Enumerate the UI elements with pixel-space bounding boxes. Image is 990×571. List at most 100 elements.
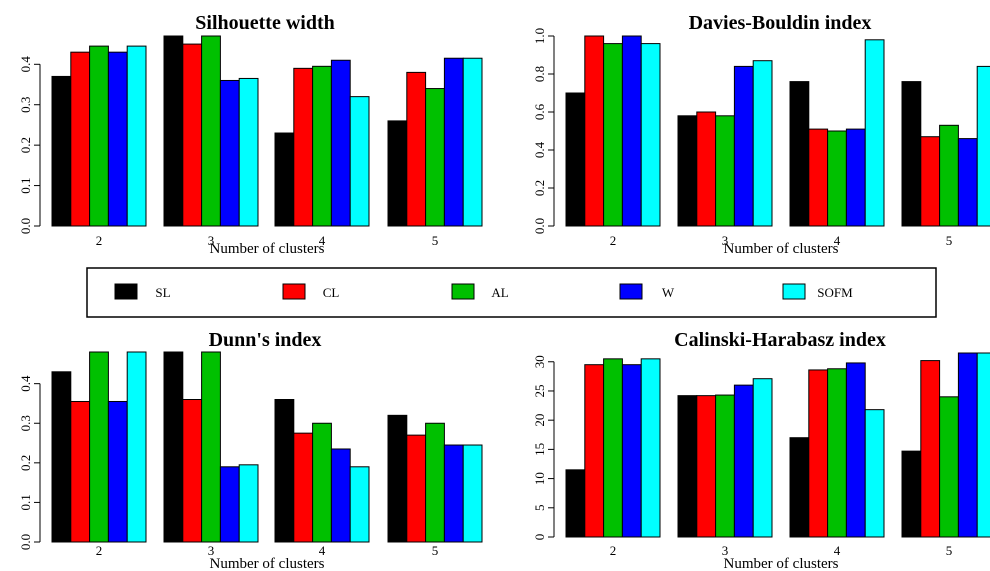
bar-cl-4 — [293, 432, 314, 543]
legend-swatch-cl — [282, 283, 306, 300]
bar-cl-5 — [406, 71, 427, 227]
bar-cl-2 — [70, 51, 91, 227]
bar-sl-2 — [565, 469, 586, 538]
y-tick-label: 5 — [532, 505, 547, 512]
y-tick-label: 25 — [532, 384, 547, 397]
bar-sl-5 — [901, 450, 922, 538]
bar-sofm-4 — [349, 466, 370, 543]
bar-sofm-4 — [864, 39, 885, 227]
x-tick-label: 3 — [722, 233, 729, 248]
bar-al-4 — [827, 368, 847, 538]
bar-al-5 — [939, 396, 959, 538]
bar-al-5 — [425, 88, 445, 227]
y-tick-label: 0.2 — [532, 180, 547, 196]
x-tick-label: 5 — [946, 233, 953, 248]
bar-al-3 — [715, 115, 735, 227]
bar-sl-2 — [565, 92, 586, 227]
legend-label-al: AL — [491, 285, 508, 300]
y-tick-label: 0.0 — [18, 218, 33, 234]
bar-w-2 — [621, 35, 642, 227]
x-axis-label: Number of clusters — [210, 241, 325, 257]
bar-sl-4 — [789, 437, 810, 538]
bar-sl-4 — [789, 81, 810, 227]
bar-cl-4 — [808, 369, 829, 538]
bar-w-2 — [107, 400, 128, 543]
bar-cl-3 — [182, 399, 203, 543]
bar-w-3 — [219, 466, 240, 543]
bar-sl-3 — [677, 115, 698, 227]
chart-title: Dunn's index — [209, 329, 322, 351]
y-tick-label: 10 — [532, 472, 547, 485]
bar-w-5 — [957, 138, 978, 227]
x-tick-label: 3 — [722, 543, 729, 558]
x-tick-label: 4 — [319, 543, 326, 558]
x-tick-label: 3 — [208, 233, 215, 248]
x-tick-label: 2 — [610, 543, 617, 558]
bar-cl-3 — [182, 43, 203, 227]
bar-w-4 — [330, 59, 351, 227]
bar-w-3 — [733, 384, 754, 538]
legend-label-sl: SL — [155, 285, 170, 300]
bar-sofm-2 — [126, 45, 147, 227]
bar-w-3 — [219, 79, 240, 227]
x-axis-label: Number of clusters — [210, 556, 325, 571]
bar-sofm-5 — [976, 65, 990, 227]
bar-cl-3 — [696, 111, 717, 227]
bar-al-2 — [89, 351, 109, 543]
y-tick-label: 0.4 — [18, 375, 33, 392]
bar-al-4 — [312, 422, 332, 543]
bar-cl-2 — [584, 35, 605, 227]
legend-box — [86, 267, 937, 318]
bar-sl-4 — [274, 399, 295, 543]
bar-cl-4 — [808, 128, 829, 227]
x-tick-label: 5 — [432, 233, 439, 248]
bar-al-5 — [939, 124, 959, 227]
panel-davies-bouldin-index: Davies-Bouldin index 0.0 0.2 0.4 0.6 0.8 1.0 2 3… — [532, 12, 990, 257]
y-tick-label: 0.8 — [532, 66, 547, 82]
y-tick-label: 0.1 — [18, 177, 33, 193]
x-tick-label: 4 — [834, 233, 841, 248]
y-tick-label: 0.2 — [18, 137, 33, 153]
y-tick-label: 1.0 — [532, 28, 547, 44]
bar-sofm-3 — [238, 464, 259, 543]
chart-title: Silhouette width — [195, 12, 334, 34]
legend-swatch-sofm — [782, 283, 806, 300]
x-axis-label: Number of clusters — [724, 556, 839, 571]
y-tick-label: 0.0 — [18, 534, 33, 550]
legend-label-cl: CL — [323, 285, 340, 300]
legend-label-w: W — [662, 285, 675, 300]
y-tick-label: 0.1 — [18, 494, 33, 510]
x-tick-label: 4 — [319, 233, 326, 248]
bar-sofm-3 — [238, 77, 259, 227]
bar-w-4 — [845, 128, 866, 227]
bar-sl-3 — [163, 35, 184, 227]
bar-cl-4 — [293, 67, 314, 227]
bar-w-5 — [957, 352, 978, 538]
y-tick-label: 0.2 — [18, 455, 33, 471]
bar-sofm-5 — [462, 444, 483, 543]
bar-sofm-2 — [126, 351, 147, 543]
bar-sofm-2 — [640, 358, 661, 538]
y-tick-label: 0.3 — [18, 97, 33, 113]
y-tick-label: 0 — [532, 534, 547, 541]
bar-sl-2 — [51, 371, 72, 543]
bar-sl-4 — [274, 132, 295, 227]
bar-sofm-3 — [752, 60, 773, 227]
x-axis-label: Number of clusters — [724, 241, 839, 257]
x-tick-label: 2 — [96, 543, 103, 558]
x-tick-label: 5 — [432, 543, 439, 558]
bar-al-4 — [312, 65, 332, 227]
bar-al-3 — [201, 35, 221, 227]
legend-label-sofm: SOFM — [817, 285, 853, 300]
bar-sl-5 — [901, 81, 922, 227]
bar-sofm-5 — [462, 57, 483, 227]
y-tick-label: 0.6 — [532, 103, 547, 120]
y-tick-label: 0.4 — [18, 56, 33, 73]
bar-sofm-4 — [349, 96, 370, 227]
x-tick-label: 3 — [208, 543, 215, 558]
panel-calinski-harabasz-index: Calinski-Harabasz index 0 5 10 15 20 25 30 2 3 4 5 N… — [532, 329, 990, 571]
x-tick-label: 2 — [96, 233, 103, 248]
bar-w-2 — [107, 51, 128, 227]
bar-al-4 — [827, 130, 847, 227]
